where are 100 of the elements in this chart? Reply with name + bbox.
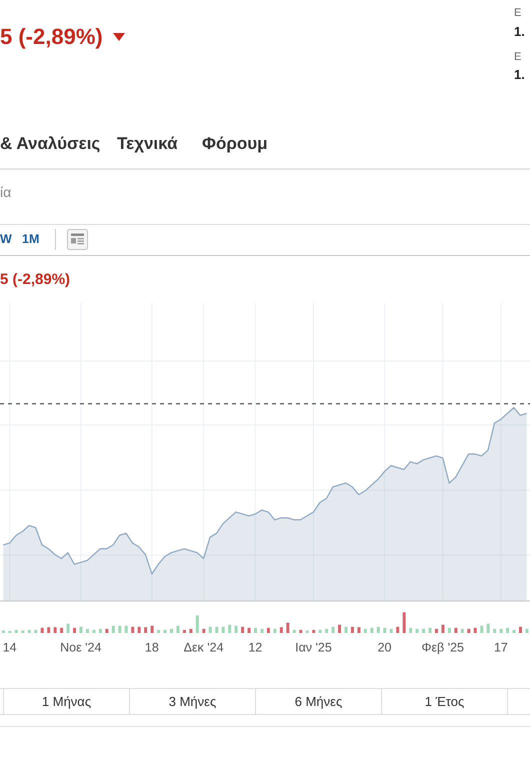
- bar: [228, 624, 232, 633]
- bar: [434, 628, 438, 633]
- bar: [474, 628, 477, 633]
- bar: [486, 624, 490, 633]
- bar: [325, 628, 328, 633]
- bar: [157, 630, 160, 633]
- text: 1.: [514, 67, 525, 83]
- bar: [396, 626, 400, 633]
- bar: [164, 630, 167, 633]
- x-tick-label: 18: [144, 640, 159, 654]
- bar: [500, 628, 503, 633]
- bar: [448, 628, 451, 633]
- bar: [66, 624, 70, 633]
- bar: [248, 628, 251, 633]
- bar: [98, 628, 102, 633]
- bar: [202, 628, 206, 633]
- bar: [409, 628, 412, 633]
- bar: [254, 628, 258, 633]
- bar: [196, 615, 199, 633]
- chart-title: 5 (-2,89%): [0, 271, 70, 289]
- text: 1.: [514, 24, 525, 40]
- text: 1M: [22, 232, 40, 246]
- bar: [34, 630, 38, 633]
- text: W: [0, 232, 12, 246]
- bar: [182, 630, 186, 633]
- bar: [105, 628, 108, 633]
- bar: [480, 626, 484, 633]
- bar: [234, 626, 238, 633]
- bar: [112, 626, 115, 633]
- text: ία: [0, 184, 12, 200]
- bar: [416, 628, 419, 633]
- bar: [422, 628, 426, 633]
- text: Ε: [514, 7, 522, 21]
- bar: [338, 624, 342, 633]
- bar: [390, 628, 393, 633]
- bar: [222, 626, 225, 633]
- bar: [170, 628, 173, 633]
- bar: [118, 626, 122, 633]
- bar: [273, 628, 276, 633]
- bar: [150, 626, 154, 633]
- bar: [266, 628, 270, 633]
- bar: [364, 628, 367, 633]
- bar: [332, 626, 335, 633]
- bar: [28, 630, 31, 633]
- bar: [260, 628, 264, 633]
- bar: [80, 626, 82, 633]
- bar: [383, 628, 386, 633]
- bar: [144, 627, 148, 633]
- bar: [525, 628, 528, 633]
- bar: [176, 626, 180, 633]
- bar: [138, 626, 141, 633]
- bar: [428, 628, 432, 633]
- bar: [519, 626, 522, 633]
- bar: [60, 628, 64, 633]
- x-tick-label: Ιαν '25: [295, 640, 332, 654]
- bar: [441, 624, 444, 633]
- text: 5 (-2,89%): [0, 24, 103, 50]
- bar: [376, 626, 380, 633]
- x-tick-label: 12: [248, 640, 262, 654]
- bar: [370, 628, 374, 633]
- bar: [286, 622, 290, 633]
- text: Ε: [514, 51, 522, 65]
- bar: [357, 627, 360, 633]
- x-tick-label: Δεκ '24: [184, 640, 224, 654]
- bar: [402, 612, 406, 633]
- bar: [47, 627, 50, 633]
- text: & Αναλύσεις: [0, 134, 100, 154]
- bar: [493, 628, 496, 633]
- bar: [506, 628, 510, 633]
- bar: [241, 626, 244, 633]
- bar: [124, 626, 128, 633]
- button: 3 Μήνες: [129, 689, 255, 714]
- bar: [467, 628, 470, 633]
- bar: [454, 628, 458, 633]
- bar: [344, 626, 348, 633]
- bar: [350, 626, 354, 633]
- button: 1 Μήνας: [3, 689, 129, 714]
- bar: [131, 626, 134, 633]
- x-tick-label: 20: [378, 640, 392, 654]
- bar: [14, 630, 18, 633]
- x-tick-label: Φεβ '25: [421, 640, 464, 654]
- bar: [189, 628, 192, 633]
- bar: [280, 627, 283, 633]
- bar: [40, 628, 44, 633]
- bar: [86, 628, 89, 633]
- bar: [92, 630, 96, 633]
- bar: [312, 630, 316, 633]
- x-tick-label: 14: [2, 640, 17, 654]
- button: 6 Μήνες: [255, 689, 381, 714]
- text: Φόρουμ: [202, 134, 268, 154]
- bar: [73, 628, 76, 633]
- bar: [512, 630, 516, 633]
- bar: [208, 626, 212, 633]
- x-tick-label: Νοε '24: [60, 640, 102, 654]
- bar: [215, 626, 218, 633]
- bar: [318, 630, 322, 633]
- bar: [460, 628, 464, 633]
- x-tick-label: 17: [494, 640, 508, 654]
- bar: [299, 630, 302, 633]
- bar: [54, 627, 57, 633]
